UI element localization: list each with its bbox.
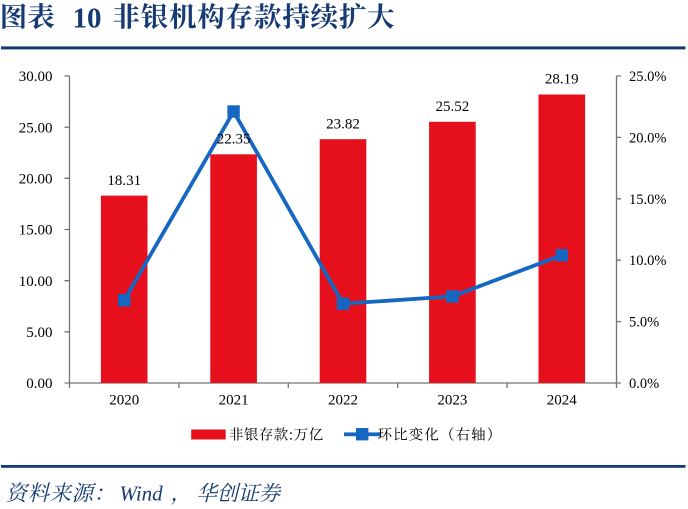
- svg-text:15.0%: 15.0%: [629, 192, 666, 208]
- svg-text:2020: 2020: [109, 392, 139, 408]
- svg-text:10: 10: [73, 2, 102, 34]
- svg-text:28.19: 28.19: [545, 72, 579, 88]
- svg-text:20.00: 20.00: [19, 171, 53, 187]
- svg-text:0.0%: 0.0%: [629, 376, 659, 392]
- svg-text:10.0%: 10.0%: [629, 253, 666, 269]
- svg-text:10.00: 10.00: [19, 274, 53, 290]
- svg-text:5.00: 5.00: [26, 325, 52, 341]
- svg-text:0.00: 0.00: [26, 376, 52, 392]
- svg-text:2024: 2024: [547, 392, 578, 408]
- svg-text:30.00: 30.00: [19, 69, 53, 85]
- svg-text:18.31: 18.31: [107, 173, 141, 189]
- svg-text:2022: 2022: [328, 392, 358, 408]
- svg-text:20.0%: 20.0%: [629, 130, 666, 146]
- svg-text:Wind: Wind: [120, 482, 164, 506]
- svg-text:25.00: 25.00: [19, 120, 53, 136]
- svg-text:25.0%: 25.0%: [629, 69, 666, 85]
- svg-text:22.35: 22.35: [217, 132, 251, 148]
- svg-text:2023: 2023: [437, 392, 467, 408]
- svg-text:5.0%: 5.0%: [629, 315, 659, 331]
- svg-text:23.82: 23.82: [326, 116, 360, 132]
- svg-text:15.00: 15.00: [19, 223, 53, 239]
- svg-text:2021: 2021: [219, 392, 249, 408]
- svg-text:25.52: 25.52: [436, 99, 470, 115]
